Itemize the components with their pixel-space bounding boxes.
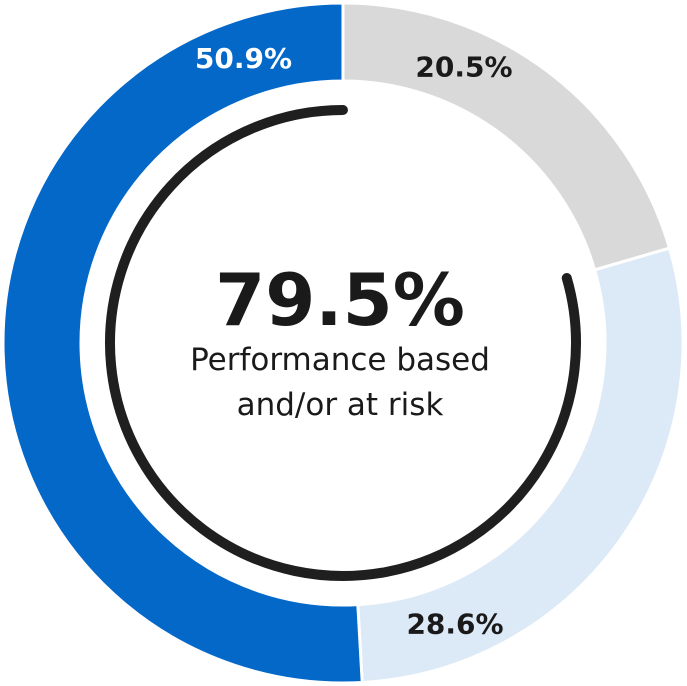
- center-value: 79.5%: [215, 258, 465, 342]
- slice-1: [341, 1, 672, 272]
- slice-label-1: 20.5%: [415, 50, 512, 83]
- center-caption-line-2: and/or at risk: [237, 387, 444, 423]
- slice-label-2: 28.6%: [406, 607, 503, 640]
- slice-label-3: 50.9%: [195, 42, 292, 75]
- slice-2: [356, 246, 685, 685]
- performance-at-risk-arc: [105, 105, 581, 581]
- slice-3: [1, 1, 364, 685]
- slice-labels-group: 20.5% 28.6% 50.9%: [195, 42, 513, 641]
- center-caption-line-1: Performance based: [190, 342, 490, 378]
